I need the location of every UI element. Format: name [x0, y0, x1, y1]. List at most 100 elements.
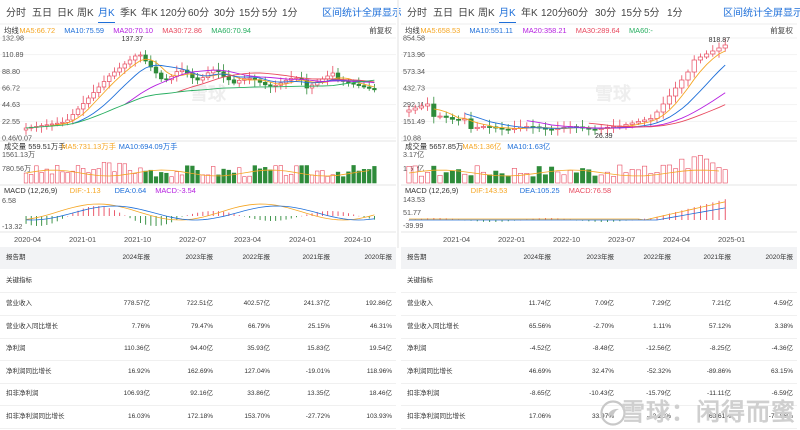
price-tick-6: 10.88: [403, 134, 421, 143]
volume-ma-line: [25, 169, 370, 177]
tab-11[interactable]: 1分: [667, 8, 683, 19]
tab-8[interactable]: 30分: [595, 8, 617, 19]
volume-bar: [315, 170, 320, 184]
tab-9[interactable]: 15分: [621, 8, 643, 19]
tab-10[interactable]: 5分: [644, 8, 660, 19]
volume-bar: [635, 169, 641, 184]
volume-bar: [29, 174, 34, 184]
candle-body: [372, 88, 377, 91]
table-row-value-1: 17.06%: [528, 412, 551, 420]
table-row-value-2: 32.47%: [591, 367, 614, 375]
tab-12[interactable]: 1分: [282, 8, 298, 19]
table-row-value-5: -4.36亿: [771, 345, 793, 352]
adjust-toggle[interactable]: 前复权: [369, 25, 392, 35]
volume-bar: [257, 168, 263, 184]
tab-1[interactable]: 五日: [32, 8, 52, 19]
macd-bar: [280, 216, 282, 221]
fullscreen-button[interactable]: 全屏显示: [763, 8, 800, 19]
ma-legend-3: MA20:358.21: [523, 26, 567, 35]
fullscreen-button[interactable]: 全屏显示: [362, 8, 402, 19]
macd-bar: [145, 216, 147, 225]
candle-body: [480, 126, 486, 128]
tab-9[interactable]: 30分: [214, 8, 236, 19]
tab-1[interactable]: 五日: [433, 8, 453, 19]
tab-4[interactable]: 月K: [499, 6, 516, 23]
table-row-value-1: 106.93亿: [123, 390, 150, 397]
interval-stats-button[interactable]: 区间统计: [322, 8, 362, 19]
macd-bar: [353, 214, 355, 216]
tab-7[interactable]: 60分: [567, 8, 589, 19]
macd-bar: [290, 216, 292, 219]
tab-6[interactable]: 年K: [141, 8, 158, 19]
tab-4[interactable]: 月K: [98, 6, 115, 23]
tab-11[interactable]: 5分: [262, 8, 278, 19]
macd-bar: [675, 212, 677, 220]
volume-bar: [122, 163, 127, 184]
table-row-label: 营业收入: [6, 300, 32, 307]
macd-bar: [46, 216, 48, 226]
price-tick-4: 44.63: [2, 100, 20, 109]
tab-8[interactable]: 60分: [188, 8, 210, 19]
candle-body: [673, 87, 679, 97]
candle-body: [716, 47, 722, 52]
tab-6[interactable]: 120分: [541, 8, 568, 19]
tab-7[interactable]: 120分: [160, 8, 187, 19]
table-row-value-4: 13.35亿: [307, 390, 330, 397]
candle-body: [549, 128, 555, 131]
tab-2[interactable]: 日K: [57, 8, 74, 19]
volume-bar: [247, 175, 252, 184]
macd-bar: [700, 205, 701, 220]
macd-bar: [368, 216, 370, 219]
table-row-value-5: 3.38%: [774, 322, 793, 330]
volume-bar: [23, 172, 29, 184]
tab-0[interactable]: 分时: [407, 8, 427, 19]
macd-bar: [202, 211, 204, 216]
adjust-toggle[interactable]: 前复权: [770, 25, 793, 35]
macd-bar: [41, 216, 43, 226]
macd-bar: [669, 213, 670, 220]
tab-3[interactable]: 周K: [77, 8, 94, 19]
candle-body: [112, 71, 117, 77]
macd-bar: [212, 211, 214, 216]
date-tick-3: 2023-07: [608, 235, 635, 244]
volume-bar: [263, 167, 268, 184]
table-row-value-4: -89.86%: [706, 367, 731, 375]
tab-10[interactable]: 15分: [239, 8, 261, 19]
table-row-label: 净利润: [407, 345, 427, 352]
table-row-value-2: 162.69%: [187, 367, 213, 375]
candle-body: [49, 123, 55, 126]
volume-bar: [70, 170, 75, 184]
table-row-value-4: 15.83亿: [307, 345, 330, 352]
table-row-value-5: 103.93%: [366, 412, 392, 420]
candle-body: [117, 67, 122, 73]
table-row-value-4: 7.21亿: [711, 300, 731, 307]
volume-legend-0: 成交量 559.51万手: [4, 142, 66, 151]
table-row: 扣非净利润 106.93亿 92.16亿 33.86亿 13.35亿 18.46亿: [0, 383, 396, 406]
table-row-value-1: 11.74亿: [528, 300, 551, 307]
tab-2[interactable]: 日K: [458, 8, 475, 19]
ma-legend-5: MA60:70.94: [211, 26, 251, 35]
volume-bar: [153, 176, 159, 184]
volume-bar: [704, 158, 710, 184]
volume-bar: [449, 170, 455, 184]
macd-legend-3: MACD:76.58: [569, 186, 611, 195]
table-section-row: 关键指标: [0, 270, 396, 293]
interval-stats-button[interactable]: 区间统计: [723, 8, 763, 19]
tab-5[interactable]: 年K: [521, 8, 538, 19]
candle-body: [412, 107, 418, 111]
left-stock-panel: 分时 五日 日K 周K 月K 季K 年K 120分 60分 30分 15分 5分 1分 区间统计 全屏显示均…: [0, 0, 402, 430]
volume-bar: [722, 169, 728, 184]
table-row-value-3: 66.79%: [247, 322, 270, 330]
volume-bars: [406, 155, 728, 184]
tab-0[interactable]: 分时: [6, 8, 26, 19]
volume-bar: [143, 170, 148, 184]
candle-body: [122, 63, 127, 69]
tab-3[interactable]: 周K: [478, 8, 495, 19]
candle-body: [710, 50, 716, 55]
candle-body: [159, 72, 164, 80]
tab-5[interactable]: 季K: [120, 8, 137, 19]
price-tick-1: 110.89: [2, 50, 23, 59]
date-tick-5: 2025-01: [718, 235, 745, 244]
table-header-label: 报告期: [6, 254, 26, 261]
date-tick-5: 2024-01: [289, 235, 316, 244]
